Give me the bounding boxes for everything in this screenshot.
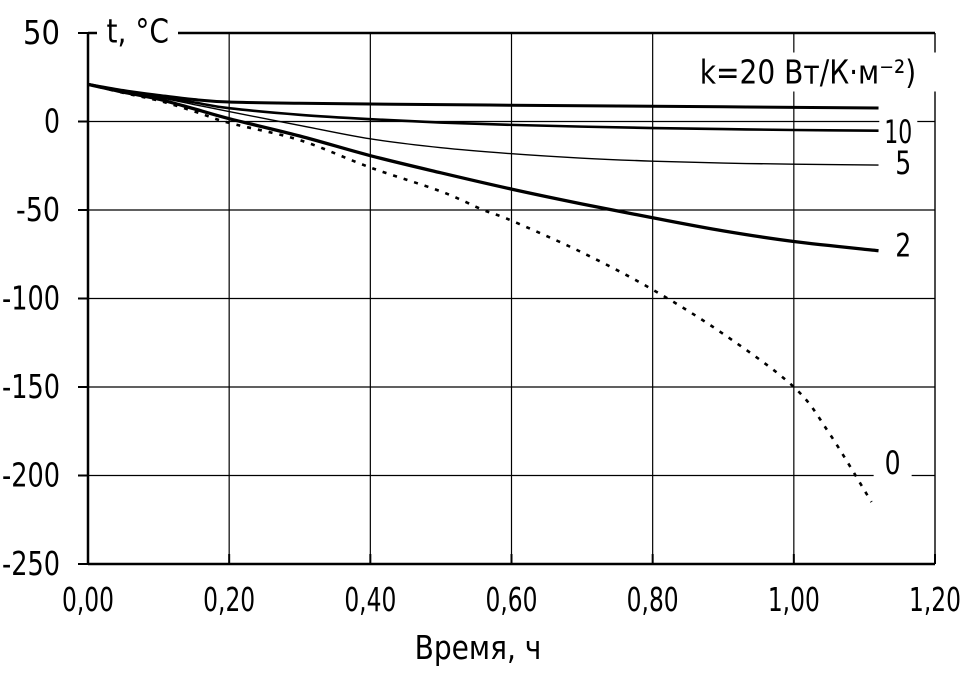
curve-label-bg-k5 <box>884 147 923 180</box>
curve-k10 <box>87 83 879 133</box>
x-tick-label: 0,40 <box>344 580 396 619</box>
y-tick-label: 50 <box>23 13 60 52</box>
curve-label-bg-k2 <box>884 229 923 262</box>
series-legend-k20-text: k=20 Вт/К·м⁻²) <box>699 52 917 92</box>
curve-label-bg-k10 <box>879 116 918 149</box>
y-tick-label: 0 <box>44 102 60 141</box>
series-legend-k20: k=20 Вт/К·м⁻²) <box>676 52 940 92</box>
curve-k20 <box>87 82 879 110</box>
curve-label-k10: 10 <box>884 113 912 151</box>
x-tick-label: 1,20 <box>909 580 961 619</box>
x-axis-label: Время, ч <box>403 631 552 664</box>
y-tick-label: -100 <box>2 279 60 318</box>
x-tick-label: 0,00 <box>62 580 114 619</box>
y-tick-label: -250 <box>2 544 60 583</box>
curve-label-bg-k0 <box>873 447 912 480</box>
y-axis-label-text: t, °C <box>106 11 169 51</box>
y-tick-label: -50 <box>16 190 60 229</box>
y-tick-label: -150 <box>2 367 60 406</box>
curve-label-k5: 5 <box>895 144 911 182</box>
y-axis-label: t, °C <box>97 11 179 51</box>
curve-k5 <box>87 83 879 166</box>
x-tick-label: 0,20 <box>203 580 255 619</box>
curve-label-k0: 0 <box>885 444 901 482</box>
curve-k0 <box>87 83 873 503</box>
x-tick-label: 1,00 <box>768 580 820 619</box>
x-tick-label: 0,60 <box>486 580 538 619</box>
x-axis-label-text: Время, ч <box>414 628 542 667</box>
curve-label-k2: 2 <box>895 226 911 264</box>
curve-k2 <box>87 82 879 253</box>
x-tick-label: 0,80 <box>627 580 679 619</box>
y-tick-label: -200 <box>2 456 60 495</box>
